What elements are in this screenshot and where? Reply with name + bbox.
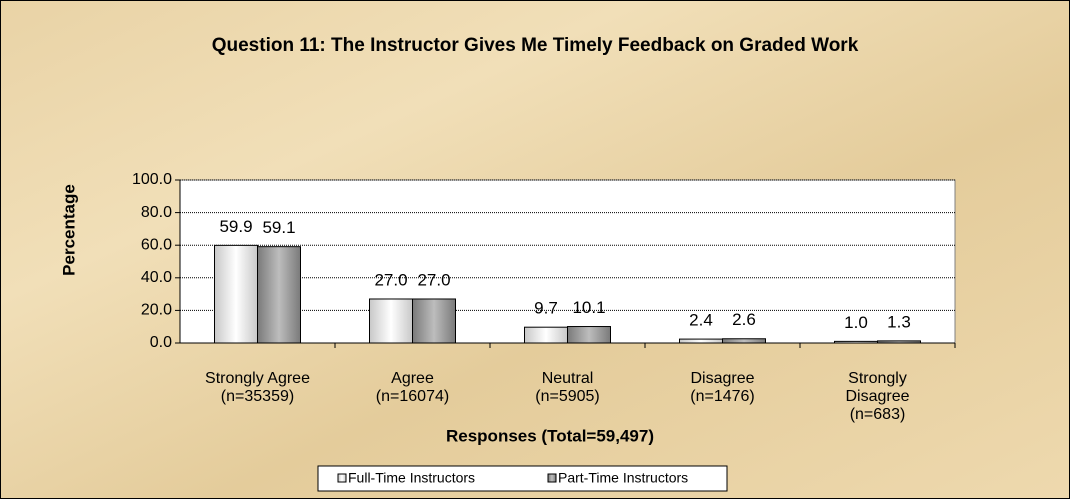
value-label: 59.9 (219, 217, 252, 236)
bar (679, 338, 723, 344)
y-tick-label: 0.0 (150, 334, 172, 351)
value-label: 9.7 (534, 299, 558, 318)
y-axis-label: Percentage (59, 184, 78, 276)
y-tick-label: 100.0 (132, 171, 172, 188)
value-label: 27.0 (417, 270, 450, 289)
bar (722, 338, 766, 344)
y-tick-label: 40.0 (141, 269, 172, 286)
value-label: 1.3 (887, 312, 911, 331)
bar (524, 326, 568, 344)
bar (257, 246, 301, 344)
value-label: 10.1 (572, 298, 605, 317)
bar (834, 340, 878, 344)
x-tick-label: Disagree (690, 370, 754, 387)
x-tick-label: (n=16074) (376, 388, 449, 405)
value-label: 2.4 (689, 311, 713, 330)
bar (369, 298, 413, 344)
x-tick-label: Disagree (845, 388, 909, 405)
bar (567, 326, 611, 344)
bar (214, 244, 258, 344)
x-tick-label: (n=35359) (221, 388, 294, 405)
x-tick-label: (n=1476) (690, 388, 755, 405)
x-axis-label: Responses (Total=59,497) (446, 426, 654, 445)
legend-label: Part-Time Instructors (558, 470, 688, 486)
x-tick-label: Agree (391, 370, 434, 387)
value-label: 59.1 (262, 218, 295, 237)
y-tick-label: 80.0 (141, 204, 172, 221)
plot-area (179, 179, 956, 344)
x-tick-label: (n=683) (850, 406, 906, 423)
legend-swatch (547, 473, 557, 483)
x-tick-label: Neutral (542, 370, 594, 387)
y-tick-label: 60.0 (141, 236, 172, 253)
legend-swatch (337, 473, 347, 483)
value-label: 1.0 (844, 313, 868, 332)
legend-label: Full-Time Instructors (348, 470, 475, 486)
x-tick-label: (n=5905) (535, 388, 600, 405)
bar (877, 340, 921, 344)
x-tick-label: Strongly Agree (205, 370, 310, 387)
chart-title: Question 11: The Instructor Gives Me Tim… (212, 35, 859, 56)
y-tick-label: 20.0 (141, 302, 172, 319)
value-label: 27.0 (374, 270, 407, 289)
bar (412, 298, 456, 344)
value-label: 2.6 (732, 310, 756, 329)
x-tick-label: Strongly (848, 370, 907, 387)
legend-box (317, 465, 728, 492)
